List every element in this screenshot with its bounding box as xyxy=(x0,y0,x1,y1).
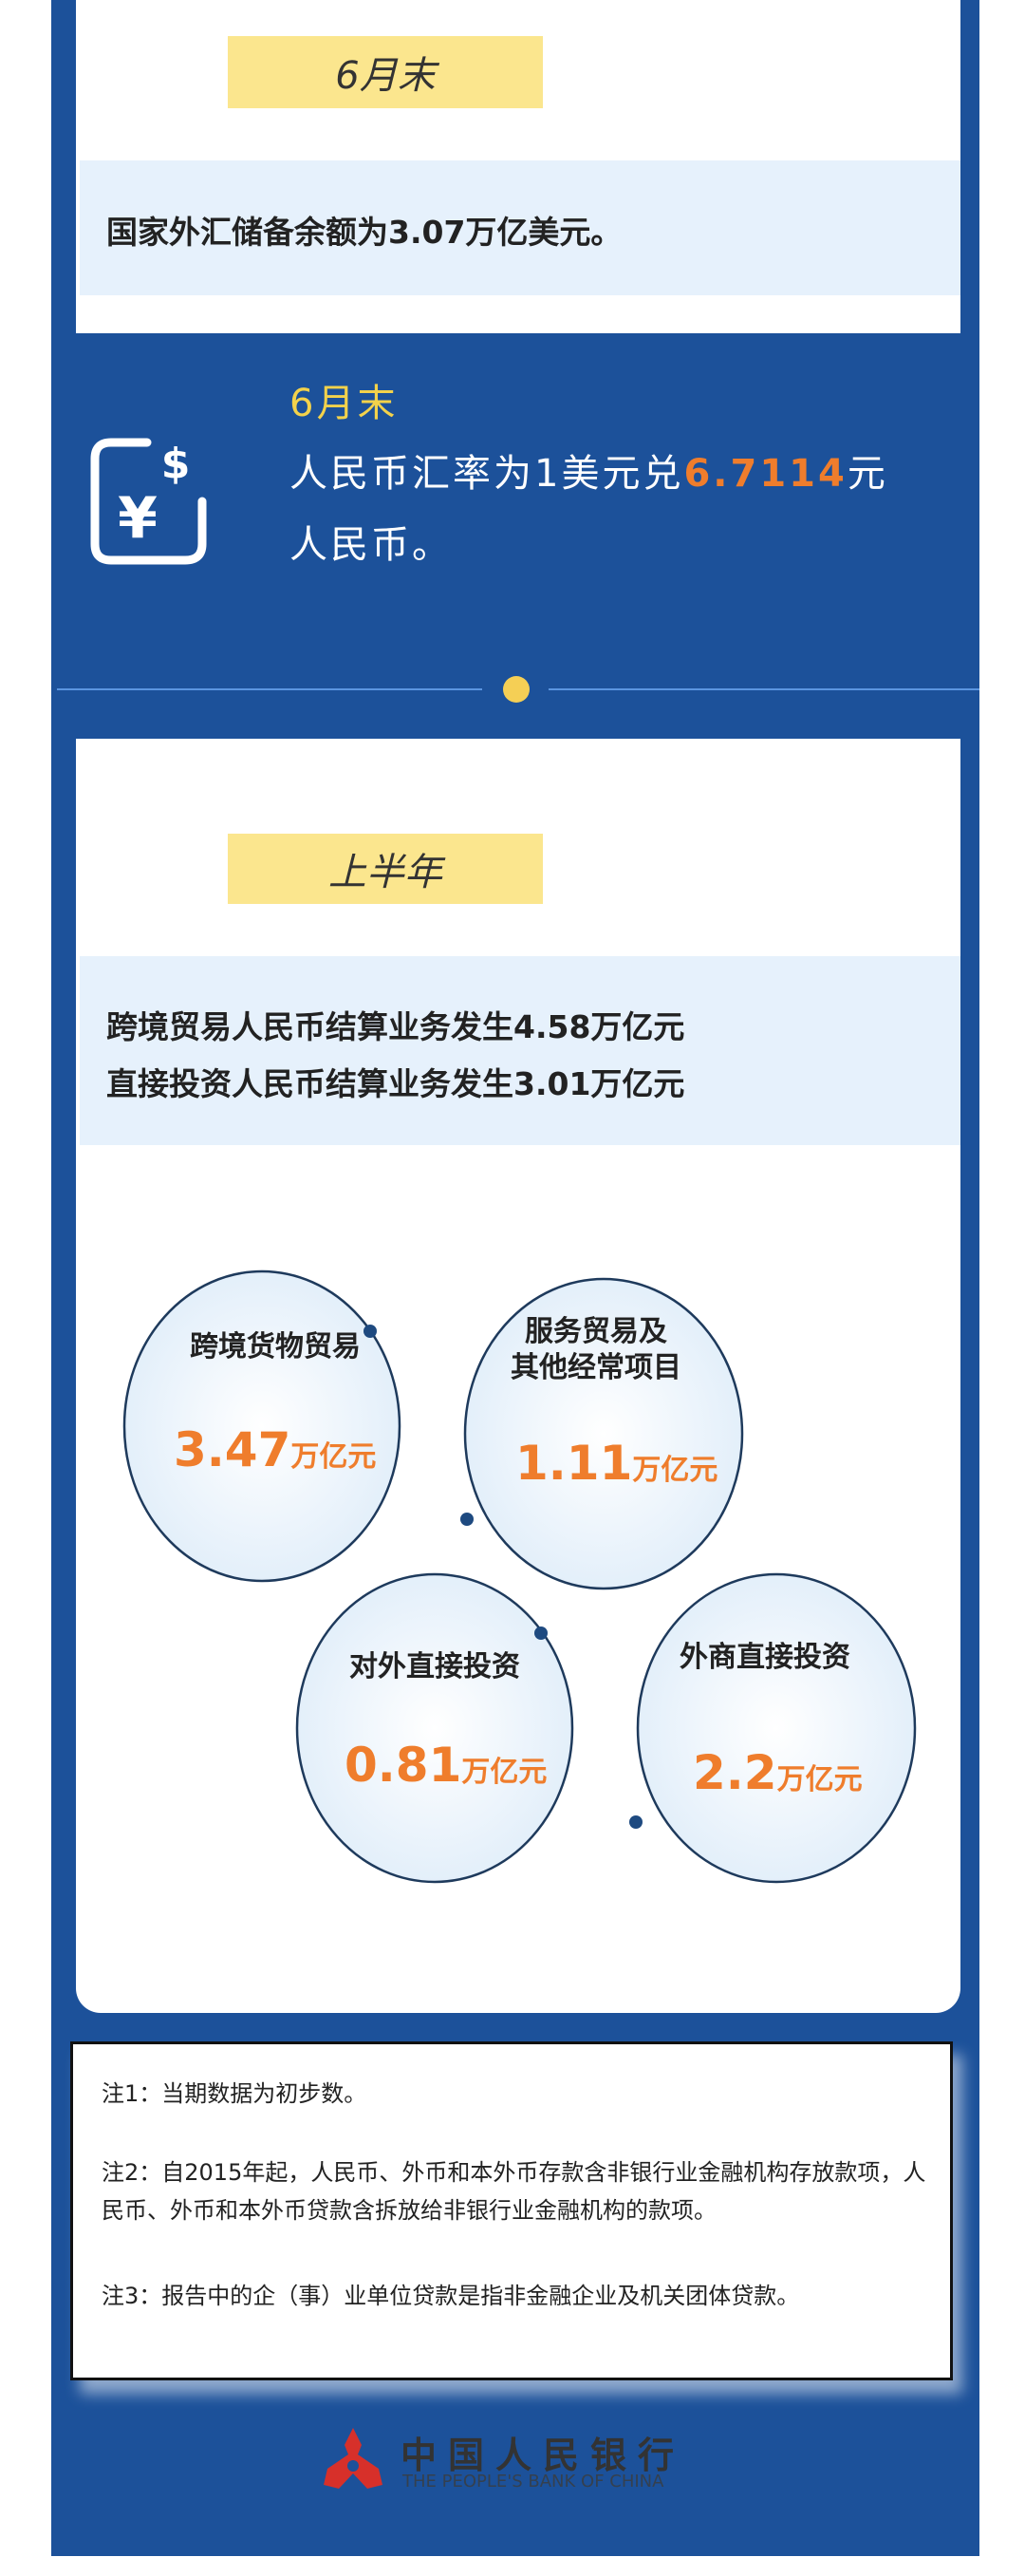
divider xyxy=(549,688,979,690)
note-1: 注1：当期数据为初步数。 xyxy=(102,2080,367,2107)
connector-dot xyxy=(629,1815,643,1829)
info-band xyxy=(80,160,960,295)
circle-label: 对外直接投资 xyxy=(349,1650,520,1683)
yuan-dollar-exchange-icon: $ ¥ xyxy=(90,438,207,565)
circle-goods-trade xyxy=(122,1269,401,1583)
value-number: 0.81 xyxy=(345,1738,462,1793)
circle-fdi xyxy=(636,1572,917,1884)
divider-dot xyxy=(503,676,530,703)
logo-en: THE PEOPLE'S BANK OF CHINA xyxy=(402,2472,664,2491)
divider xyxy=(57,688,482,690)
circle-value: 3.47万亿元 xyxy=(174,1422,376,1477)
connector-dot xyxy=(460,1513,474,1526)
svg-text:$: $ xyxy=(161,440,191,488)
logo-cn: 中国人民银行 xyxy=(401,2434,686,2476)
value-number: 2.2 xyxy=(693,1745,777,1800)
section-tag: 6月末 xyxy=(228,36,543,108)
reserve-text: 国家外汇储备余额为3.07万亿美元。 xyxy=(106,214,623,251)
circle-label: 外商直接投资 xyxy=(680,1641,850,1674)
info-band xyxy=(80,956,960,1145)
settlement-line1: 跨境贸易人民币结算业务发生4.58万亿元 xyxy=(106,1008,685,1045)
rate-prefix: 人民币汇率为1美元兑 xyxy=(289,452,684,496)
rate-suffix: 元 xyxy=(847,452,888,496)
rate-text-line2: 人民币。 xyxy=(289,523,453,567)
circle-odi xyxy=(295,1572,574,1884)
rate-value: 6.7114 xyxy=(683,452,848,496)
circle-label: 服务贸易及 其他经常项目 xyxy=(511,1315,681,1384)
value-unit: 万亿元 xyxy=(461,1756,548,1789)
svg-text:¥: ¥ xyxy=(118,485,158,552)
circle-value: 2.2万亿元 xyxy=(693,1745,863,1800)
pboc-logo: 中国人民银行 THE PEOPLE'S BANK OF CHINA xyxy=(320,2426,699,2492)
value-unit: 万亿元 xyxy=(776,1763,863,1796)
circle-value: 0.81万亿元 xyxy=(345,1738,547,1793)
value-number: 3.47 xyxy=(174,1422,291,1477)
notes-box: 注1：当期数据为初步数。 注2：自2015年起，人民币、外币和本外币存款含非银行… xyxy=(70,2041,953,2380)
section-tag: 上半年 xyxy=(228,834,543,904)
circle-value: 1.11万亿元 xyxy=(515,1436,718,1491)
value-unit: 万亿元 xyxy=(290,1440,377,1474)
value-unit: 万亿元 xyxy=(632,1454,718,1487)
note-2: 注2：自2015年起，人民币、外币和本外币存款含非银行业金融机构存放款项，人民币… xyxy=(102,2159,926,2224)
note-3: 注3：报告中的企（事）业单位贷款是指非金融企业及机关团体贷款。 xyxy=(102,2283,800,2309)
circle-services-trade xyxy=(463,1277,744,1590)
rate-tag: 6月末 xyxy=(289,382,399,425)
rate-text: 人民币汇率为1美元兑6.7114元 xyxy=(289,442,888,498)
connector-dot xyxy=(363,1325,377,1338)
settlement-line2: 直接投资人民币结算业务发生3.01万亿元 xyxy=(106,1065,685,1102)
circle-label: 跨境货物贸易 xyxy=(190,1330,361,1363)
circles-graphic xyxy=(122,1269,917,1884)
connector-dot xyxy=(534,1626,548,1640)
pboc-emblem-icon xyxy=(324,2428,382,2489)
value-number: 1.11 xyxy=(515,1436,633,1491)
